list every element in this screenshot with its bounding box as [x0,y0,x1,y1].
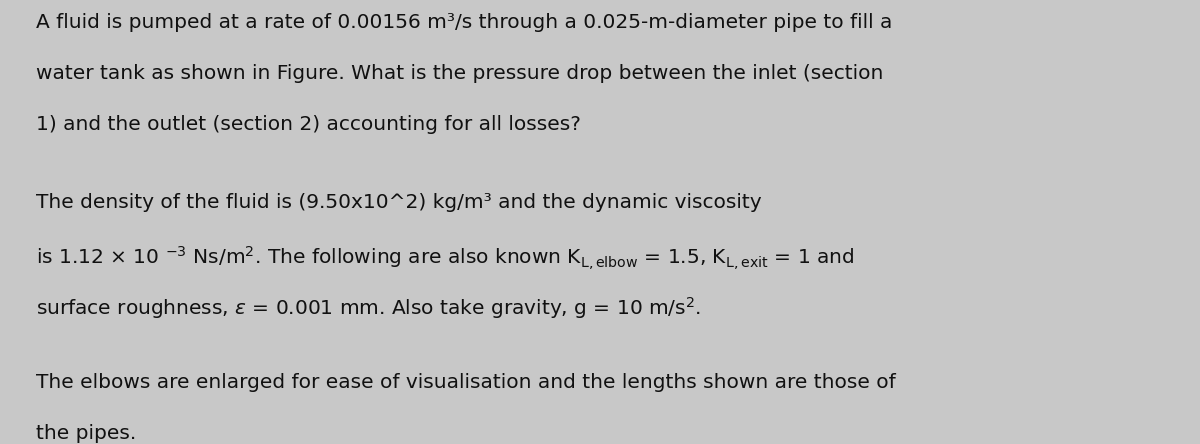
Text: 1) and the outlet (section 2) accounting for all losses?: 1) and the outlet (section 2) accounting… [36,115,581,135]
Text: A fluid is pumped at a rate of 0.00156 m³/s through a 0.025-m-diameter pipe to f: A fluid is pumped at a rate of 0.00156 m… [36,13,893,32]
Text: The elbows are enlarged for ease of visualisation and the lengths shown are thos: The elbows are enlarged for ease of visu… [36,373,895,392]
Text: the pipes.: the pipes. [36,424,137,443]
Text: water tank as shown in Figure. What is the pressure drop between the inlet (sect: water tank as shown in Figure. What is t… [36,64,883,83]
Text: surface roughness, $\epsilon$ = 0.001 mm. Also take gravity, g = 10 m/s$^{2}$.: surface roughness, $\epsilon$ = 0.001 mm… [36,295,701,321]
Text: is 1.12 × 10 $^{- 3}$ Ns/m$^{2}$. The following are also known K$_{\mathrm{L, el: is 1.12 × 10 $^{- 3}$ Ns/m$^{2}$. The fo… [36,244,854,272]
Text: The density of the fluid is (9.50x10^2) kg/m³ and the dynamic viscosity: The density of the fluid is (9.50x10^2) … [36,193,762,212]
